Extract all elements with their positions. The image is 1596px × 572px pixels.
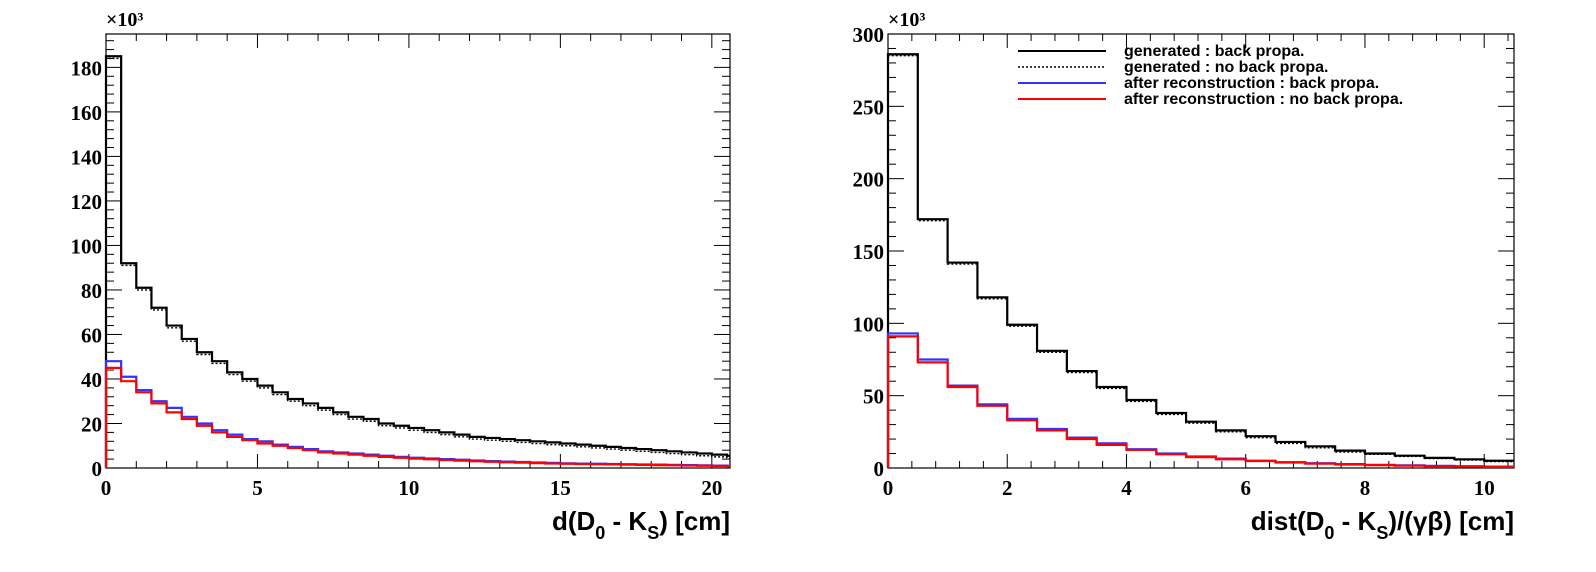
plot-frame [105,33,731,469]
histogram-series-1 [887,55,1514,468]
x-tick-label: 10 [1474,476,1495,500]
y-tick-label: 0 [92,457,103,481]
y-tick-label: 120 [71,190,103,214]
y-tick-label: 100 [853,312,885,336]
y-tick-label: 60 [81,323,102,347]
y-tick-label: 40 [81,368,102,392]
y-axis-exponent: ×10³ [106,9,143,31]
x-tick-label: 0 [883,476,894,500]
x-tick-label: 6 [1240,476,1251,500]
legend-entry-label: after reconstruction : no back propa. [1124,91,1403,108]
x-tick-label: 20 [701,476,722,500]
x-axis-title: dist(D0 - KS)/(γβ) [cm] [1251,506,1514,543]
x-tick-label: 2 [1002,476,1013,500]
x-tick-label: 15 [550,476,571,500]
histogram-series-3 [104,366,730,468]
y-tick-label: 50 [863,385,884,409]
y-axis-exponent: ×10³ [888,9,925,31]
histogram-series-2 [886,332,1514,468]
y-tick-label: 180 [71,56,103,80]
x-tick-label: 4 [1121,476,1132,500]
legend-entry-label: generated : back propa. [1124,43,1305,60]
legend-entry-label: after reconstruction : back propa. [1124,75,1379,92]
y-tick-label: 160 [71,101,103,125]
y-tick-label: 150 [853,240,885,264]
y-tick-label: 200 [853,168,885,192]
histogram-series-1 [105,57,730,468]
y-tick-label: 140 [71,145,103,169]
y-tick-label: 100 [71,234,103,258]
histogram-series-3 [886,335,1514,468]
y-tick-label: 300 [853,23,885,47]
x-tick-label: 0 [101,476,112,500]
x-tick-label: 10 [398,476,419,500]
x-tick-label: 5 [252,476,263,500]
histogram-series-0 [104,55,730,468]
y-tick-label: 80 [81,279,102,303]
x-tick-label: 8 [1360,476,1371,500]
y-tick-label: 250 [853,95,885,119]
y-tick-label: 0 [874,457,885,481]
legend-entry-label: generated : no back propa. [1124,59,1328,76]
chart-left-panel: 0 5 10 15 20 0 20 40 60 80 100 120 140 160 180 ×10³ d(D0… [71,9,731,543]
y-tick-label: 20 [81,412,102,436]
x-axis-title: d(D0 - KS) [cm] [552,506,730,543]
